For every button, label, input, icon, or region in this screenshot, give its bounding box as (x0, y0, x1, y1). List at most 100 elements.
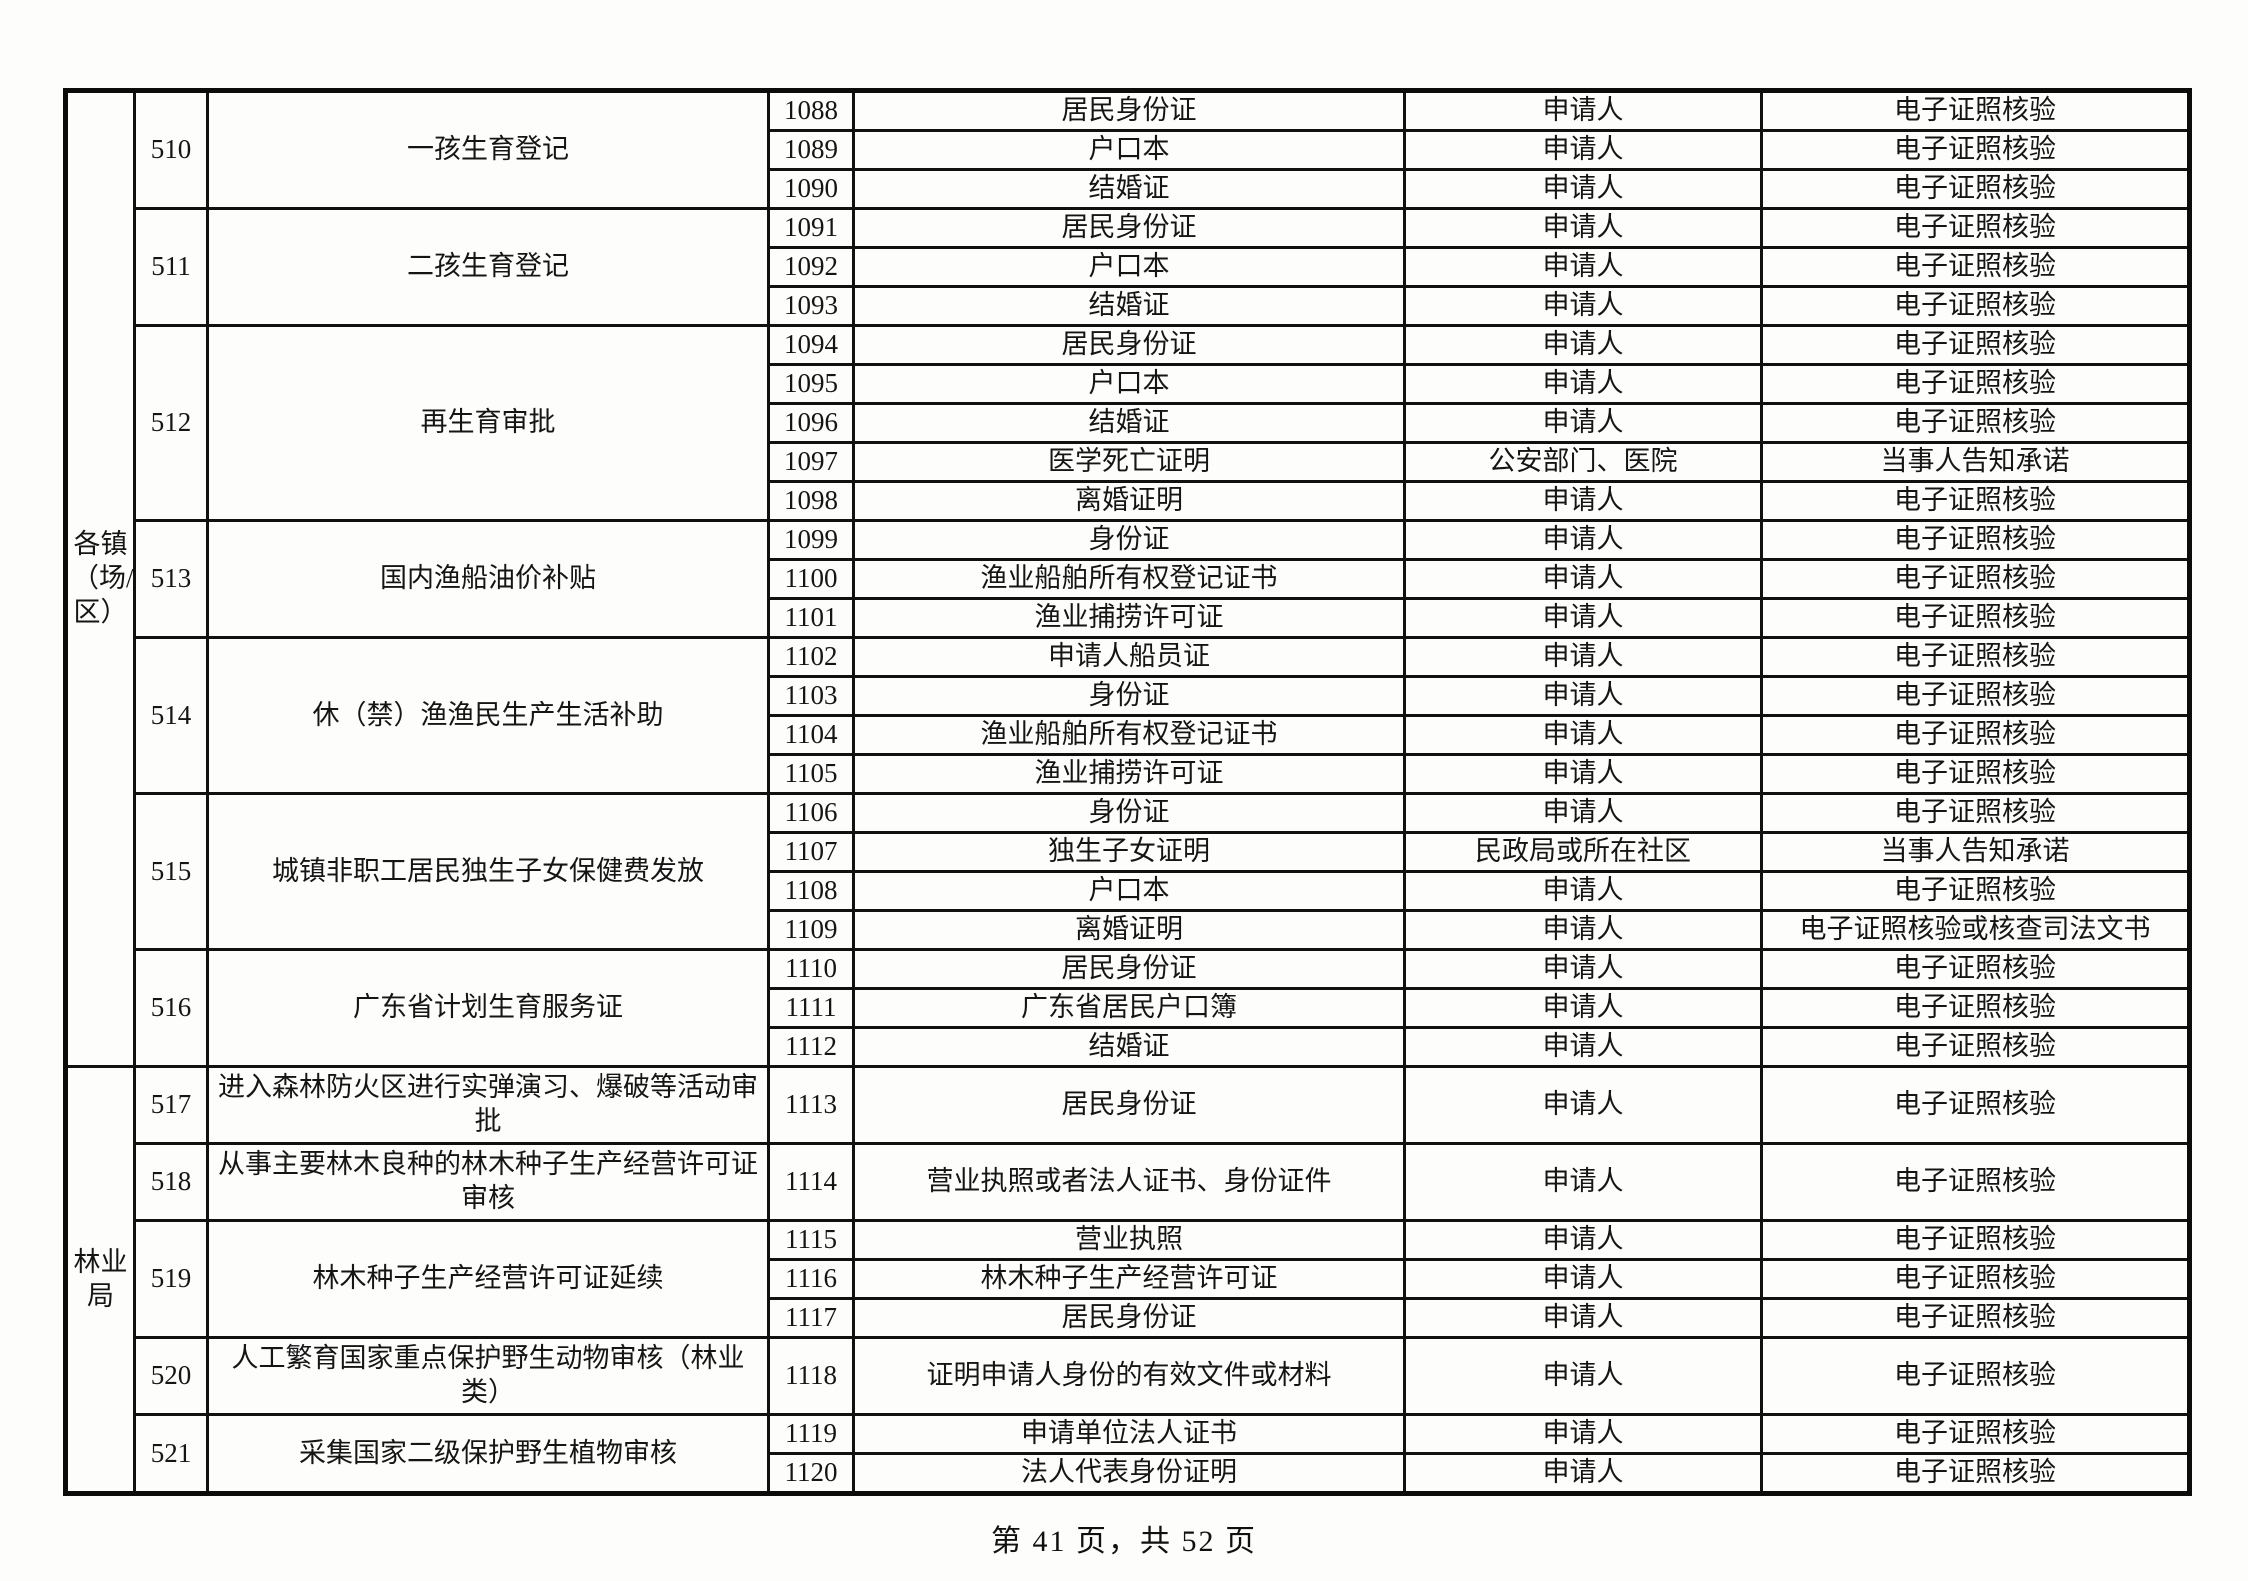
source-cell: 申请人 (1403, 1142, 1763, 1222)
verification-cell: 电子证照核验 (1760, 519, 2191, 561)
item-no-cell: 1106 (767, 792, 855, 834)
verification-cell: 电子证照核验 (1760, 1452, 2191, 1495)
item-no-cell: 1095 (767, 363, 855, 405)
source-cell: 申请人 (1403, 207, 1763, 249)
verification-cell: 电子证照核验 (1760, 597, 2191, 639)
source-cell: 申请人 (1403, 987, 1763, 1029)
source-cell: 申请人 (1403, 168, 1763, 210)
table-row: 1092 户口本 申请人 电子证照核验 (66, 246, 2191, 288)
table-row: 519 林木种子生产经营许可证延续 1115 营业执照 申请人 电子证照核验 (66, 1219, 2191, 1339)
document-name-cell: 渔业船舶所有权登记证书 (852, 714, 1406, 756)
source-cell: 申请人 (1403, 519, 1763, 561)
document-name-cell: 渔业捕捞许可证 (852, 597, 1406, 639)
document-name-cell: 居民身份证 (852, 1297, 1406, 1339)
service-no-cell: 519 (133, 1219, 209, 1339)
source-cell: 申请人 (1403, 324, 1763, 366)
source-cell: 申请人 (1403, 909, 1763, 951)
service-no-cell: 513 (133, 519, 209, 639)
source-cell: 申请人 (1403, 480, 1763, 522)
item-no-cell: 1107 (767, 831, 855, 873)
document-name-cell: 户口本 (852, 129, 1406, 171)
item-no-cell: 1091 (767, 207, 855, 249)
table-row: 1097 医学死亡证明 公安部门、医院 当事人告知承诺 (66, 441, 2191, 483)
service-no-cell: 521 (133, 1413, 209, 1495)
document-name-cell: 居民身份证 (852, 1065, 1406, 1145)
source-cell: 申请人 (1403, 675, 1763, 717)
source-cell: 申请人 (1403, 792, 1763, 834)
verification-cell: 电子证照核验 (1760, 792, 2191, 834)
service-no-cell: 515 (133, 792, 209, 951)
item-no-cell: 1109 (767, 909, 855, 951)
item-no-cell: 1119 (767, 1413, 855, 1455)
table-row: 514 休（禁）渔渔民生产生活补助 1102 申请人船员证 申请人 电子证照核验 (66, 636, 2191, 795)
verification-cell: 电子证照核验 (1760, 246, 2191, 288)
item-no-cell: 1098 (767, 480, 855, 522)
source-cell: 申请人 (1403, 1026, 1763, 1068)
source-cell: 申请人 (1403, 597, 1763, 639)
table-row: 1103 身份证 申请人 电子证照核验 (66, 675, 2191, 717)
verification-cell: 电子证照核验 (1760, 129, 2191, 171)
service-no-cell: 517 (133, 1065, 209, 1145)
table-row: 1098 离婚证明 申请人 电子证照核验 (66, 480, 2191, 522)
verification-cell: 电子证照核验 (1760, 207, 2191, 249)
document-name-cell: 独生子女证明 (852, 831, 1406, 873)
item-no-cell: 1116 (767, 1258, 855, 1300)
item-no-cell: 1088 (767, 89, 855, 132)
item-no-cell: 1093 (767, 285, 855, 327)
verification-cell: 电子证照核验 (1760, 1026, 2191, 1068)
document-name-cell: 户口本 (852, 363, 1406, 405)
verification-cell: 电子证照核验 (1760, 324, 2191, 366)
document-name-cell: 法人代表身份证明 (852, 1452, 1406, 1495)
document-name-cell: 居民身份证 (852, 89, 1406, 132)
document-name-cell: 居民身份证 (852, 948, 1406, 990)
document-name-cell: 营业执照 (852, 1219, 1406, 1261)
document-name-cell: 证明申请人身份的有效文件或材料 (852, 1336, 1406, 1416)
item-no-cell: 1114 (767, 1142, 855, 1222)
source-cell: 申请人 (1403, 363, 1763, 405)
verification-cell: 电子证照核验 (1760, 1336, 2191, 1416)
document-name-cell: 身份证 (852, 675, 1406, 717)
service-no-cell: 518 (133, 1142, 209, 1222)
table-row: 1109 离婚证明 申请人 电子证照核验或核查司法文书 (66, 909, 2191, 951)
source-cell: 公安部门、医院 (1403, 441, 1763, 483)
item-no-cell: 1097 (767, 441, 855, 483)
table-row: 512 再生育审批 1094 居民身份证 申请人 电子证照核验 (66, 324, 2191, 522)
service-name-cell: 二孩生育登记 (206, 207, 770, 327)
item-no-cell: 1111 (767, 987, 855, 1029)
document-name-cell: 结婚证 (852, 168, 1406, 210)
table-row: 520 人工繁育国家重点保护野生动物审核（林业类） 1118 证明申请人身份的有效文件… (66, 1336, 2191, 1416)
source-cell: 申请人 (1403, 870, 1763, 912)
table-row: 516 广东省计划生育服务证 1110 居民身份证 申请人 电子证照核验 (66, 948, 2191, 1068)
table-row: 1095 户口本 申请人 电子证照核验 (66, 363, 2191, 405)
source-cell: 申请人 (1403, 1452, 1763, 1495)
table-row: 1100 渔业船舶所有权登记证书 申请人 电子证照核验 (66, 558, 2191, 600)
table-row: 515 城镇非职工居民独生子女保健费发放 1106 身份证 申请人 电子证照核验 (66, 792, 2191, 951)
source-cell: 申请人 (1403, 89, 1763, 132)
source-cell: 申请人 (1403, 636, 1763, 678)
table-row: 511 二孩生育登记 1091 居民身份证 申请人 电子证照核验 (66, 207, 2191, 327)
verification-cell: 电子证照核验 (1760, 675, 2191, 717)
item-no-cell: 1120 (767, 1452, 855, 1495)
document-name-cell: 离婚证明 (852, 909, 1406, 951)
verification-cell: 电子证照核验 (1760, 168, 2191, 210)
verification-cell: 电子证照核验 (1760, 285, 2191, 327)
source-cell: 申请人 (1403, 948, 1763, 990)
document-name-cell: 广东省居民户口簿 (852, 987, 1406, 1029)
service-name-cell: 从事主要林木良种的林木种子生产经营许可证审核 (206, 1142, 770, 1222)
service-no-cell: 511 (133, 207, 209, 327)
verification-cell: 电子证照核验 (1760, 1258, 2191, 1300)
document-name-cell: 居民身份证 (852, 207, 1406, 249)
document-name-cell: 结婚证 (852, 402, 1406, 444)
verification-cell: 电子证照核验 (1760, 1219, 2191, 1261)
document-name-cell: 结婚证 (852, 1026, 1406, 1068)
source-cell: 申请人 (1403, 246, 1763, 288)
table-row: 1096 结婚证 申请人 电子证照核验 (66, 402, 2191, 444)
table-row: 1116 林木种子生产经营许可证 申请人 电子证照核验 (66, 1258, 2191, 1300)
service-name-cell: 一孩生育登记 (206, 89, 770, 210)
table-row: 1112 结婚证 申请人 电子证照核验 (66, 1026, 2191, 1068)
service-no-cell: 510 (133, 89, 209, 210)
item-no-cell: 1110 (767, 948, 855, 990)
source-cell: 申请人 (1403, 1297, 1763, 1339)
document-name-cell: 申请单位法人证书 (852, 1413, 1406, 1455)
